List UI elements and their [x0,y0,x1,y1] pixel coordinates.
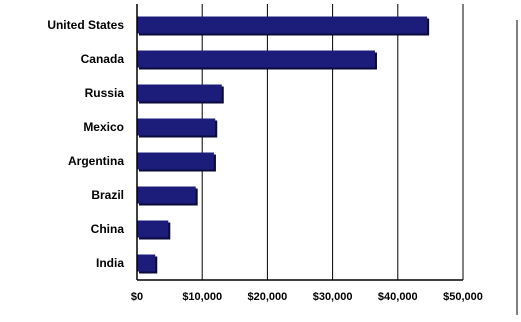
x-tick-label: $40,000 [378,291,418,303]
category-label: Mexico [83,120,124,134]
category-label: Russia [85,86,125,100]
bar-argentina [137,152,214,170]
bar-canada [137,50,375,68]
grid-lines [201,4,464,280]
category-label: India [96,256,124,270]
bar-united-states [137,16,428,34]
bar-russia [137,84,222,102]
bar-india [137,254,156,272]
category-label: Brazil [91,188,124,202]
category-label: United States [47,18,124,32]
x-tick-label: $20,000 [248,291,288,303]
x-tick-label: $0 [131,291,143,303]
category-label: Argentina [68,154,124,168]
category-label: China [91,222,125,236]
x-tick-labels: $0 $10,000 $20,000 $30,000 $40,000 $50,000 [131,291,483,303]
x-tick-label: $50,000 [443,291,483,303]
x-tick-label: $30,000 [313,291,353,303]
category-labels: United States Canada Russia Mexico Argentina… [47,18,124,270]
category-label: Canada [81,52,125,66]
bar-mexico [137,118,216,136]
x-tick-label: $10,000 [182,291,222,303]
bar-brazil [137,186,196,204]
bar-china [137,220,169,238]
bars [137,16,430,274]
